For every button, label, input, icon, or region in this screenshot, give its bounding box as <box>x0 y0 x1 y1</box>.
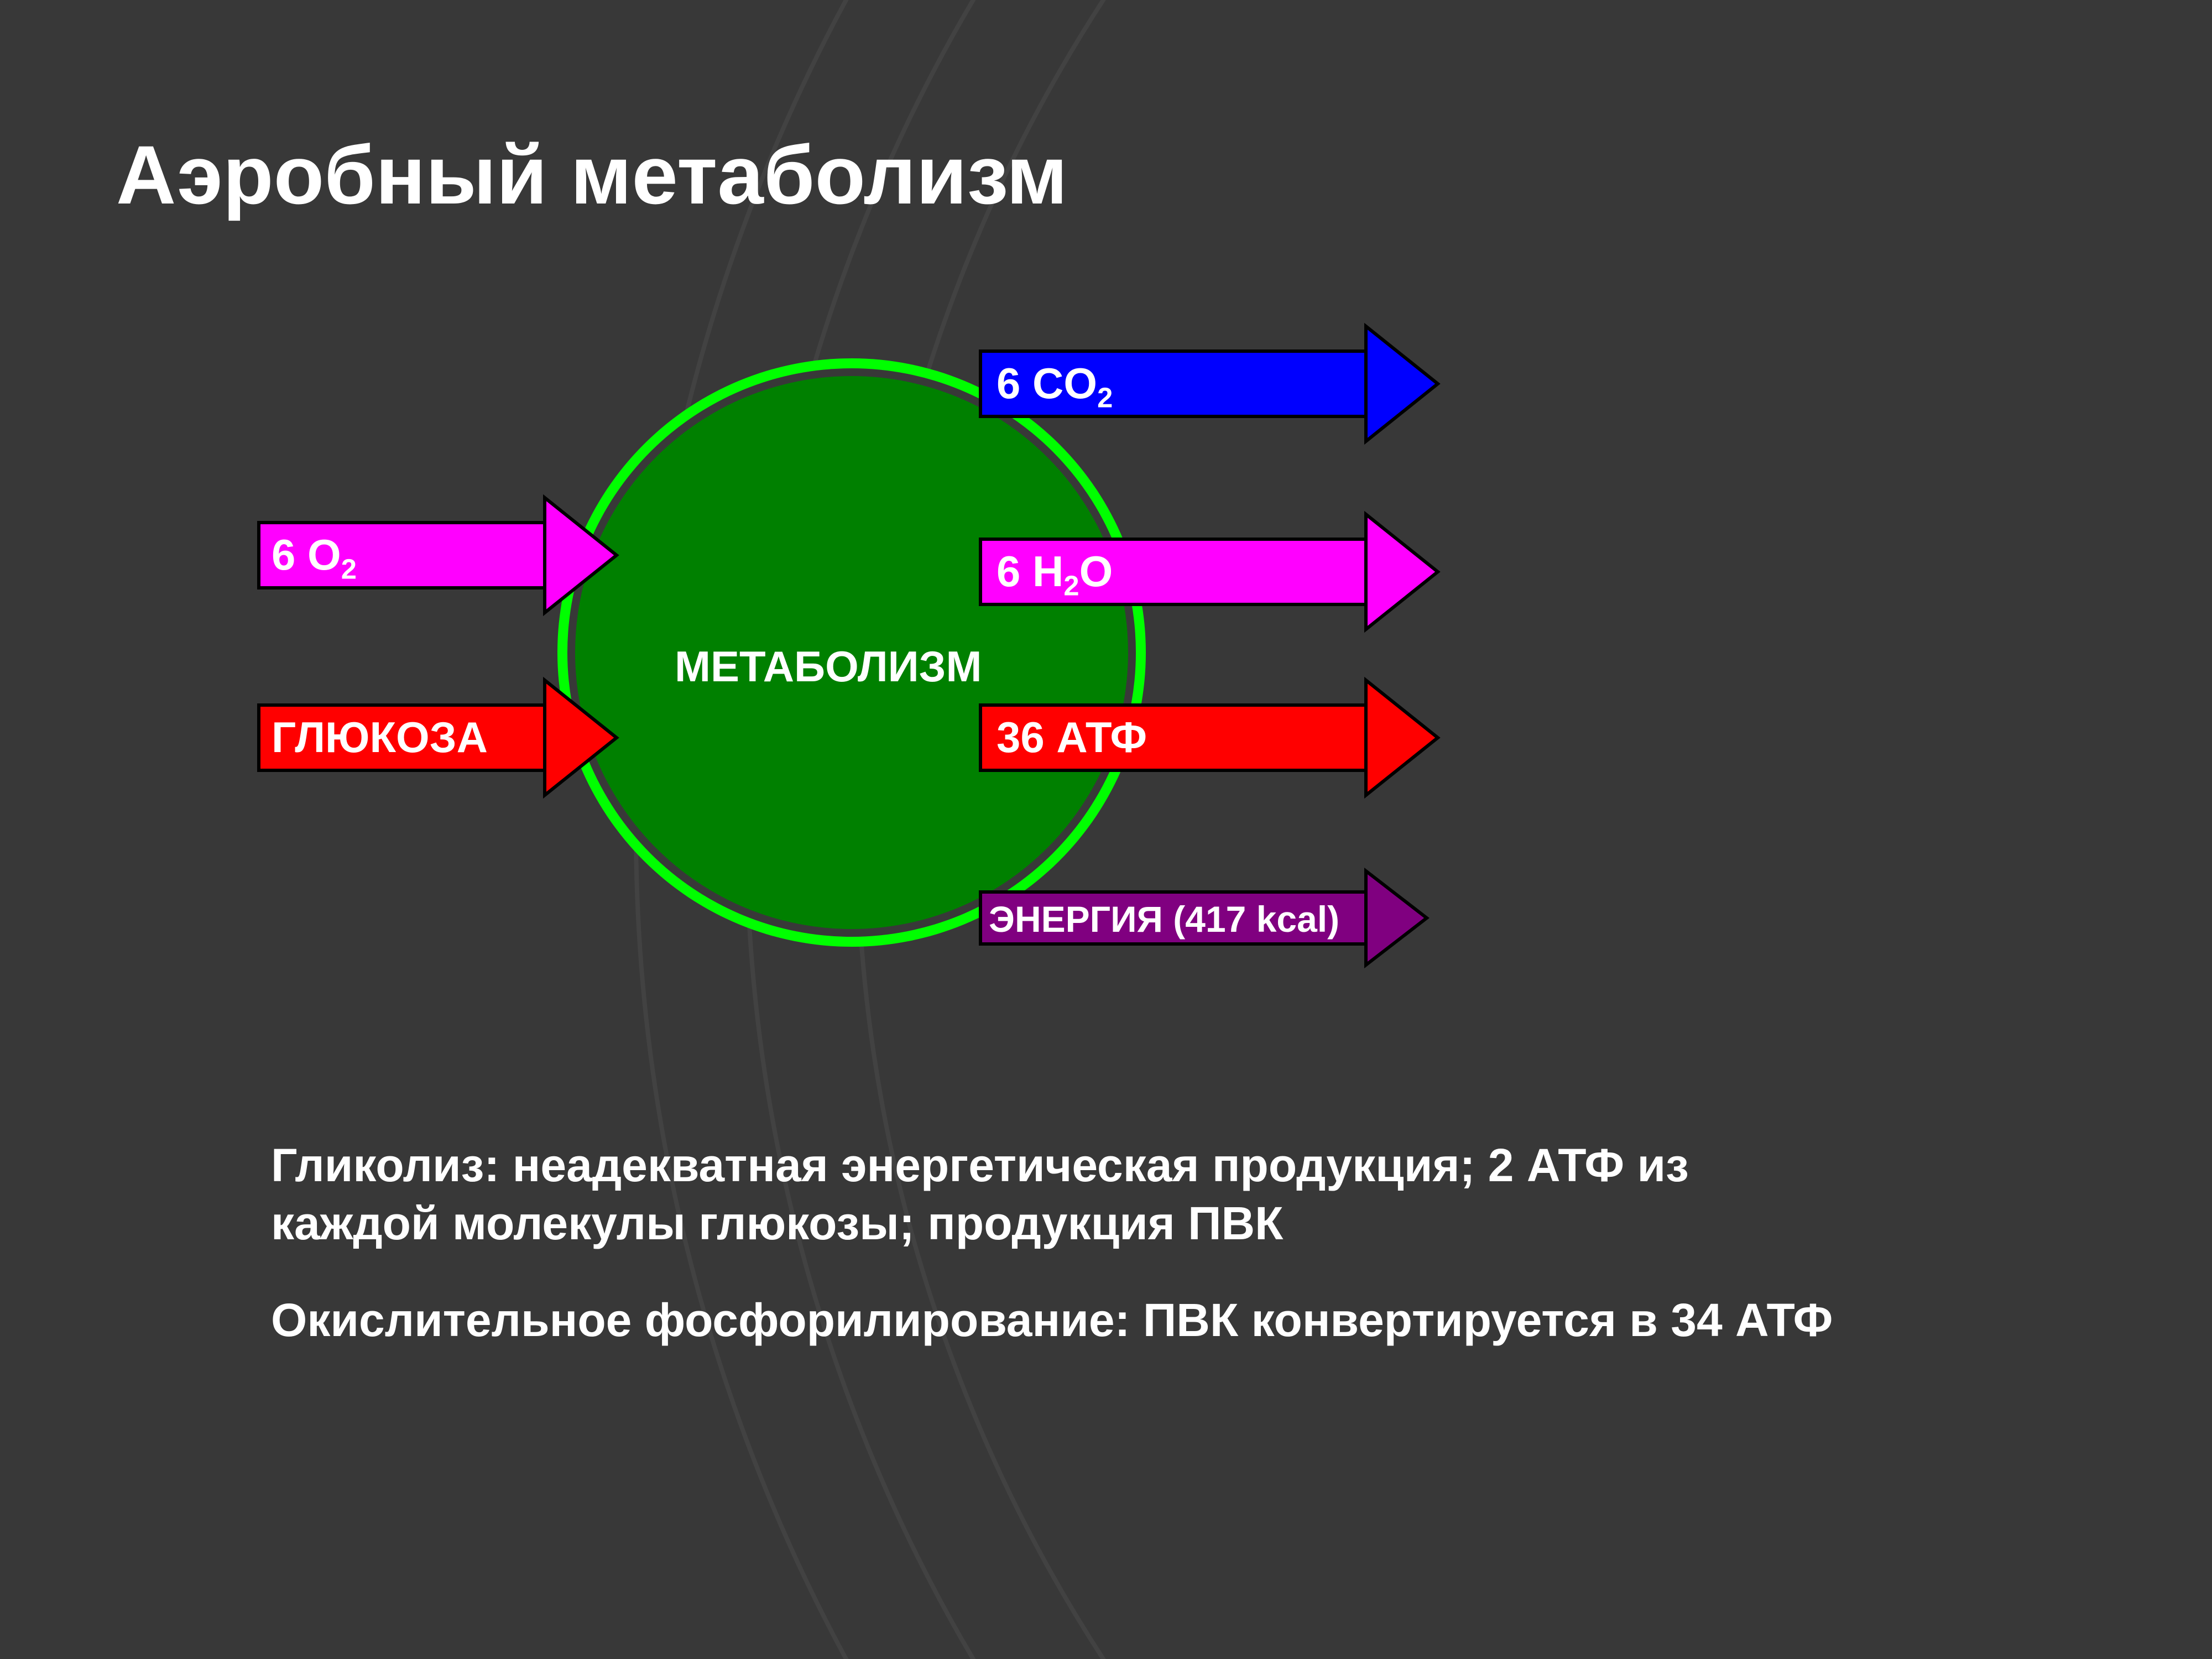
arrow-h2o-head <box>1363 511 1441 633</box>
arrow-co2: 6 CO2 <box>979 326 1438 441</box>
body-paragraph-1: Гликолиз: неадекватная энергетическая пр… <box>271 1136 1836 1253</box>
arrow-co2-head <box>1363 323 1441 445</box>
body-paragraph-2: Окислительное фосфорилирование: ПВК конв… <box>271 1291 1836 1349</box>
arrow-o2-head <box>541 494 620 616</box>
background-arcs <box>0 0 2212 1659</box>
arrow-glucose-head <box>541 677 620 799</box>
arrow-o2-label: 6 O2 <box>272 530 357 586</box>
arrow-h2o: 6 H2O <box>979 514 1438 629</box>
metabolism-circle-label: МЕТАБОЛИЗМ <box>675 641 982 692</box>
arrow-energy-label: ЭНЕРГИЯ (417 kcal) <box>989 898 1339 940</box>
arrow-glucose-label: ГЛЮКОЗА <box>272 712 488 763</box>
arrow-co2-label: 6 CO2 <box>997 358 1113 414</box>
arrow-atp-head <box>1363 677 1441 799</box>
arrow-atp: 36 АТФ <box>979 680 1438 795</box>
arrow-energy: ЭНЕРГИЯ (417 kcal) <box>979 871 1427 965</box>
page-title: Аэробный метаболизм <box>116 127 1068 223</box>
arrow-o2: 6 O2 <box>257 498 617 613</box>
arrow-atp-label: 36 АТФ <box>997 712 1147 763</box>
arrow-energy-head <box>1363 868 1430 968</box>
arrow-glucose: ГЛЮКОЗА <box>257 680 617 795</box>
slide: Аэробный метаболизм МЕТАБОЛИЗМ 6 O2 ГЛЮКО… <box>0 0 2212 1659</box>
arrow-h2o-label: 6 H2O <box>997 546 1113 602</box>
